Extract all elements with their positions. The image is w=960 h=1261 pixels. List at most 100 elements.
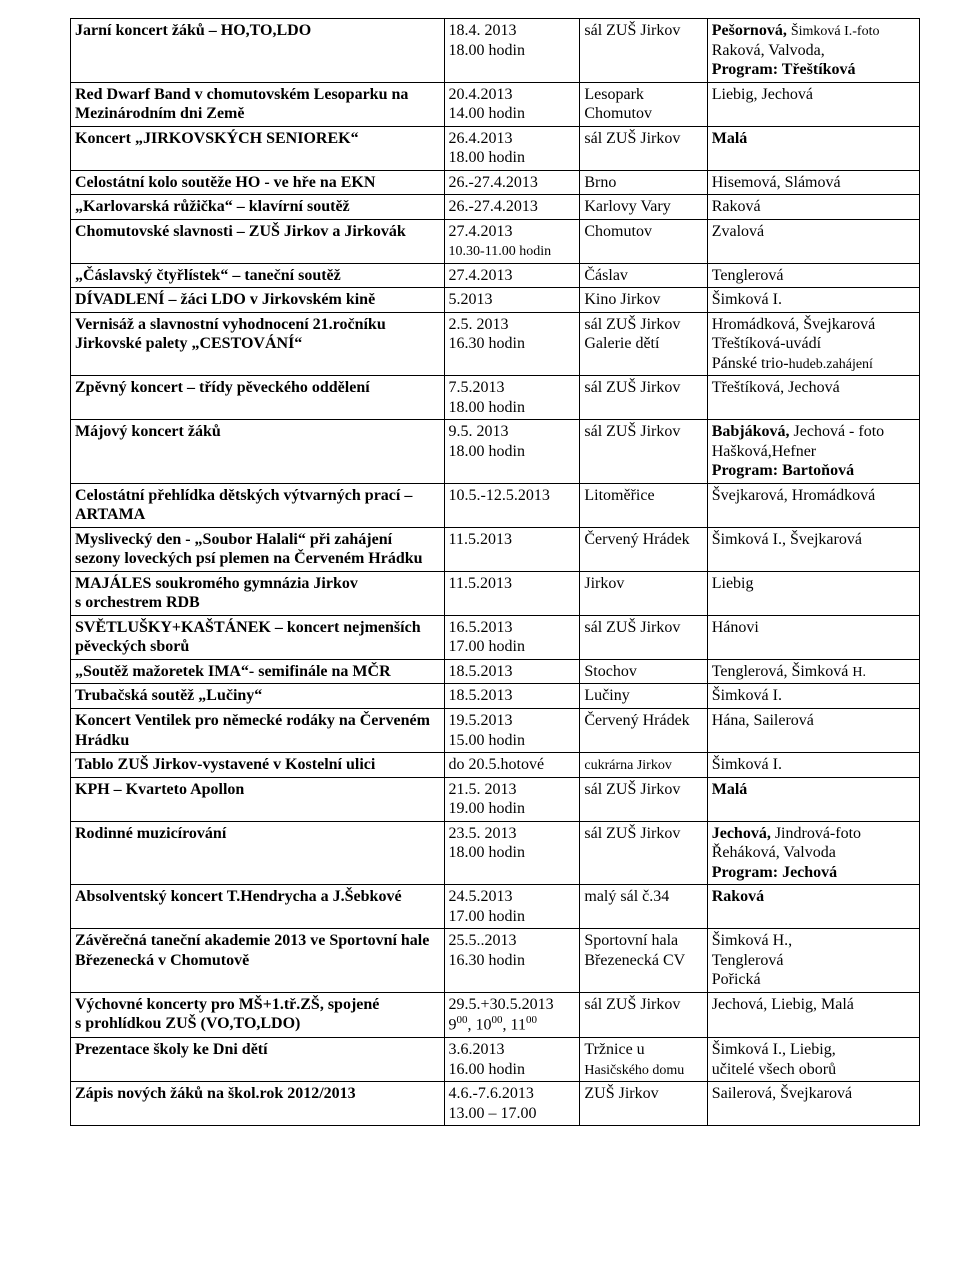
cell-c1: Vernisáž a slavnostní vyhodnocení 21.roč…	[71, 312, 445, 376]
cell-c4: Jechová, Liebig, Malá	[707, 992, 919, 1037]
cell-c3: sál ZUŠ Jirkov	[580, 992, 707, 1037]
cell-c1: Májový koncert žáků	[71, 420, 445, 484]
cell-c2: 25.5..201316.30 hodin	[444, 929, 580, 993]
table-row: SVĚTLUŠKY+KAŠTÁNEK – koncert nejmenších …	[71, 615, 920, 659]
cell-c3: sál ZUŠ Jirkov	[580, 777, 707, 821]
cell-c4: Malá	[707, 126, 919, 170]
cell-c2: 4.6.-7.6.201313.00 – 17.00	[444, 1082, 580, 1126]
cell-c2: 18.5.2013	[444, 684, 580, 709]
cell-c2: do 20.5.hotové	[444, 753, 580, 778]
cell-c3: Chomutov	[580, 219, 707, 263]
cell-c4: Šimková H.,TenglerováPořická	[707, 929, 919, 993]
cell-c4: Pešornová, Šimková I.-fotoRaková, Valvod…	[707, 19, 919, 83]
cell-c2: 18.5.2013	[444, 659, 580, 684]
cell-c3: sál ZUŠ Jirkov	[580, 615, 707, 659]
cell-c2: 5.2013	[444, 288, 580, 313]
cell-c1: Celostátní kolo soutěže HO - ve hře na E…	[71, 170, 445, 195]
cell-c2: 24.5.201317.00 hodin	[444, 885, 580, 929]
table-row: Koncert Ventilek pro německé rodáky na Č…	[71, 708, 920, 752]
cell-c2: 2.5. 201316.30 hodin	[444, 312, 580, 376]
table-row: Prezentace školy ke Dni dětí3.6.201316.0…	[71, 1038, 920, 1082]
table-row: Rodinné muzicírování23.5. 201318.00 hodi…	[71, 821, 920, 885]
cell-c2: 18.4. 201318.00 hodin	[444, 19, 580, 83]
cell-c1: Jarní koncert žáků – HO,TO,LDO	[71, 19, 445, 83]
table-row: Red Dwarf Band v chomutovském Lesoparku …	[71, 82, 920, 126]
table-row: Koncert „JIRKOVSKÝCH SENIOREK“26.4.20131…	[71, 126, 920, 170]
cell-c1: Zápis nových žáků na škol.rok 2012/2013	[71, 1082, 445, 1126]
cell-c3: Kino Jirkov	[580, 288, 707, 313]
cell-c1: Tablo ZUŠ Jirkov-vystavené v Kostelní ul…	[71, 753, 445, 778]
cell-c1: Absolventský koncert T.Hendrycha a J.Šeb…	[71, 885, 445, 929]
cell-c3: Červený Hrádek	[580, 527, 707, 571]
cell-c3: Brno	[580, 170, 707, 195]
table-row: „Soutěž mažoretek IMA“- semifinále na MČ…	[71, 659, 920, 684]
cell-c3: Červený Hrádek	[580, 708, 707, 752]
cell-c4: Raková	[707, 195, 919, 220]
cell-c1: Red Dwarf Band v chomutovském Lesoparku …	[71, 82, 445, 126]
table-row: Jarní koncert žáků – HO,TO,LDO18.4. 2013…	[71, 19, 920, 83]
table-row: MAJÁLES soukromého gymnázia Jirkov s orc…	[71, 571, 920, 615]
table-row: Zpěvný koncert – třídy pěveckého oddělen…	[71, 376, 920, 420]
cell-c1: KPH – Kvarteto Apollon	[71, 777, 445, 821]
cell-c3: Stochov	[580, 659, 707, 684]
cell-c1: Koncert „JIRKOVSKÝCH SENIOREK“	[71, 126, 445, 170]
cell-c1: Rodinné muzicírování	[71, 821, 445, 885]
page: Jarní koncert žáků – HO,TO,LDO18.4. 2013…	[0, 0, 960, 1166]
cell-c2: 26.-27.4.2013	[444, 195, 580, 220]
cell-c4: Šimková I., Liebig,učitelé všech oborů	[707, 1038, 919, 1082]
table-row: Trubačská soutěž „Lučiny“18.5.2013Lučiny…	[71, 684, 920, 709]
cell-c2: 20.4.201314.00 hodin	[444, 82, 580, 126]
cell-c1: „Čáslavský čtyřlístek“ – taneční soutěž	[71, 263, 445, 288]
cell-c2: 23.5. 201318.00 hodin	[444, 821, 580, 885]
cell-c1: Závěrečná taneční akademie 2013 ve Sport…	[71, 929, 445, 993]
cell-c1: „Soutěž mažoretek IMA“- semifinále na MČ…	[71, 659, 445, 684]
cell-c2: 11.5.2013	[444, 527, 580, 571]
cell-c4: Hánovi	[707, 615, 919, 659]
table-row: Výchovné koncerty pro MŠ+1.tř.ZŠ, spojen…	[71, 992, 920, 1037]
cell-c2: 21.5. 201319.00 hodin	[444, 777, 580, 821]
cell-c4: Liebig, Jechová	[707, 82, 919, 126]
schedule-table-body: Jarní koncert žáků – HO,TO,LDO18.4. 2013…	[71, 19, 920, 1126]
cell-c2: 27.4.201310.30-11.00 hodin	[444, 219, 580, 263]
cell-c2: 26.4.201318.00 hodin	[444, 126, 580, 170]
cell-c4: Malá	[707, 777, 919, 821]
cell-c3: Čáslav	[580, 263, 707, 288]
cell-c3: sál ZUŠ Jirkov	[580, 126, 707, 170]
cell-c1: Zpěvný koncert – třídy pěveckého oddělen…	[71, 376, 445, 420]
cell-c2: 10.5.-12.5.2013	[444, 483, 580, 527]
cell-c4: Zvalová	[707, 219, 919, 263]
cell-c4: Raková	[707, 885, 919, 929]
cell-c2: 9.5. 201318.00 hodin	[444, 420, 580, 484]
cell-c1: „Karlovarská růžička“ – klavírní soutěž	[71, 195, 445, 220]
cell-c3: Litoměřice	[580, 483, 707, 527]
cell-c3: sál ZUŠ Jirkov	[580, 821, 707, 885]
cell-c1: Chomutovské slavnosti – ZUŠ Jirkov a Jir…	[71, 219, 445, 263]
cell-c3: sál ZUŠ Jirkov	[580, 19, 707, 83]
cell-c4: Šimková I.	[707, 288, 919, 313]
cell-c1: Celostátní přehlídka dětských výtvarných…	[71, 483, 445, 527]
cell-c1: Prezentace školy ke Dni dětí	[71, 1038, 445, 1082]
cell-c1: Koncert Ventilek pro německé rodáky na Č…	[71, 708, 445, 752]
cell-c3: sál ZUŠ Jirkov	[580, 376, 707, 420]
cell-c3: malý sál č.34	[580, 885, 707, 929]
cell-c1: Výchovné koncerty pro MŠ+1.tř.ZŠ, spojen…	[71, 992, 445, 1037]
cell-c2: 16.5.201317.00 hodin	[444, 615, 580, 659]
cell-c1: SVĚTLUŠKY+KAŠTÁNEK – koncert nejmenších …	[71, 615, 445, 659]
table-row: Závěrečná taneční akademie 2013 ve Sport…	[71, 929, 920, 993]
cell-c4: Hromádková, ŠvejkarováTřeštíková-uvádíPá…	[707, 312, 919, 376]
table-row: Myslivecký den - „Soubor Halali“ při zah…	[71, 527, 920, 571]
cell-c4: Třeštíková, Jechová	[707, 376, 919, 420]
cell-c4: Tenglerová	[707, 263, 919, 288]
cell-c3: Karlovy Vary	[580, 195, 707, 220]
cell-c4: Sailerová, Švejkarová	[707, 1082, 919, 1126]
cell-c4: Švejkarová, Hromádková	[707, 483, 919, 527]
cell-c1: MAJÁLES soukromého gymnázia Jirkov s orc…	[71, 571, 445, 615]
table-row: Celostátní přehlídka dětských výtvarných…	[71, 483, 920, 527]
cell-c4: Hána, Sailerová	[707, 708, 919, 752]
cell-c4: Liebig	[707, 571, 919, 615]
table-row: „Karlovarská růžička“ – klavírní soutěž2…	[71, 195, 920, 220]
cell-c3: Lučiny	[580, 684, 707, 709]
table-row: DÍVADLENÍ – žáci LDO v Jirkovském kině5.…	[71, 288, 920, 313]
table-row: Celostátní kolo soutěže HO - ve hře na E…	[71, 170, 920, 195]
cell-c3: cukrárna Jirkov	[580, 753, 707, 778]
